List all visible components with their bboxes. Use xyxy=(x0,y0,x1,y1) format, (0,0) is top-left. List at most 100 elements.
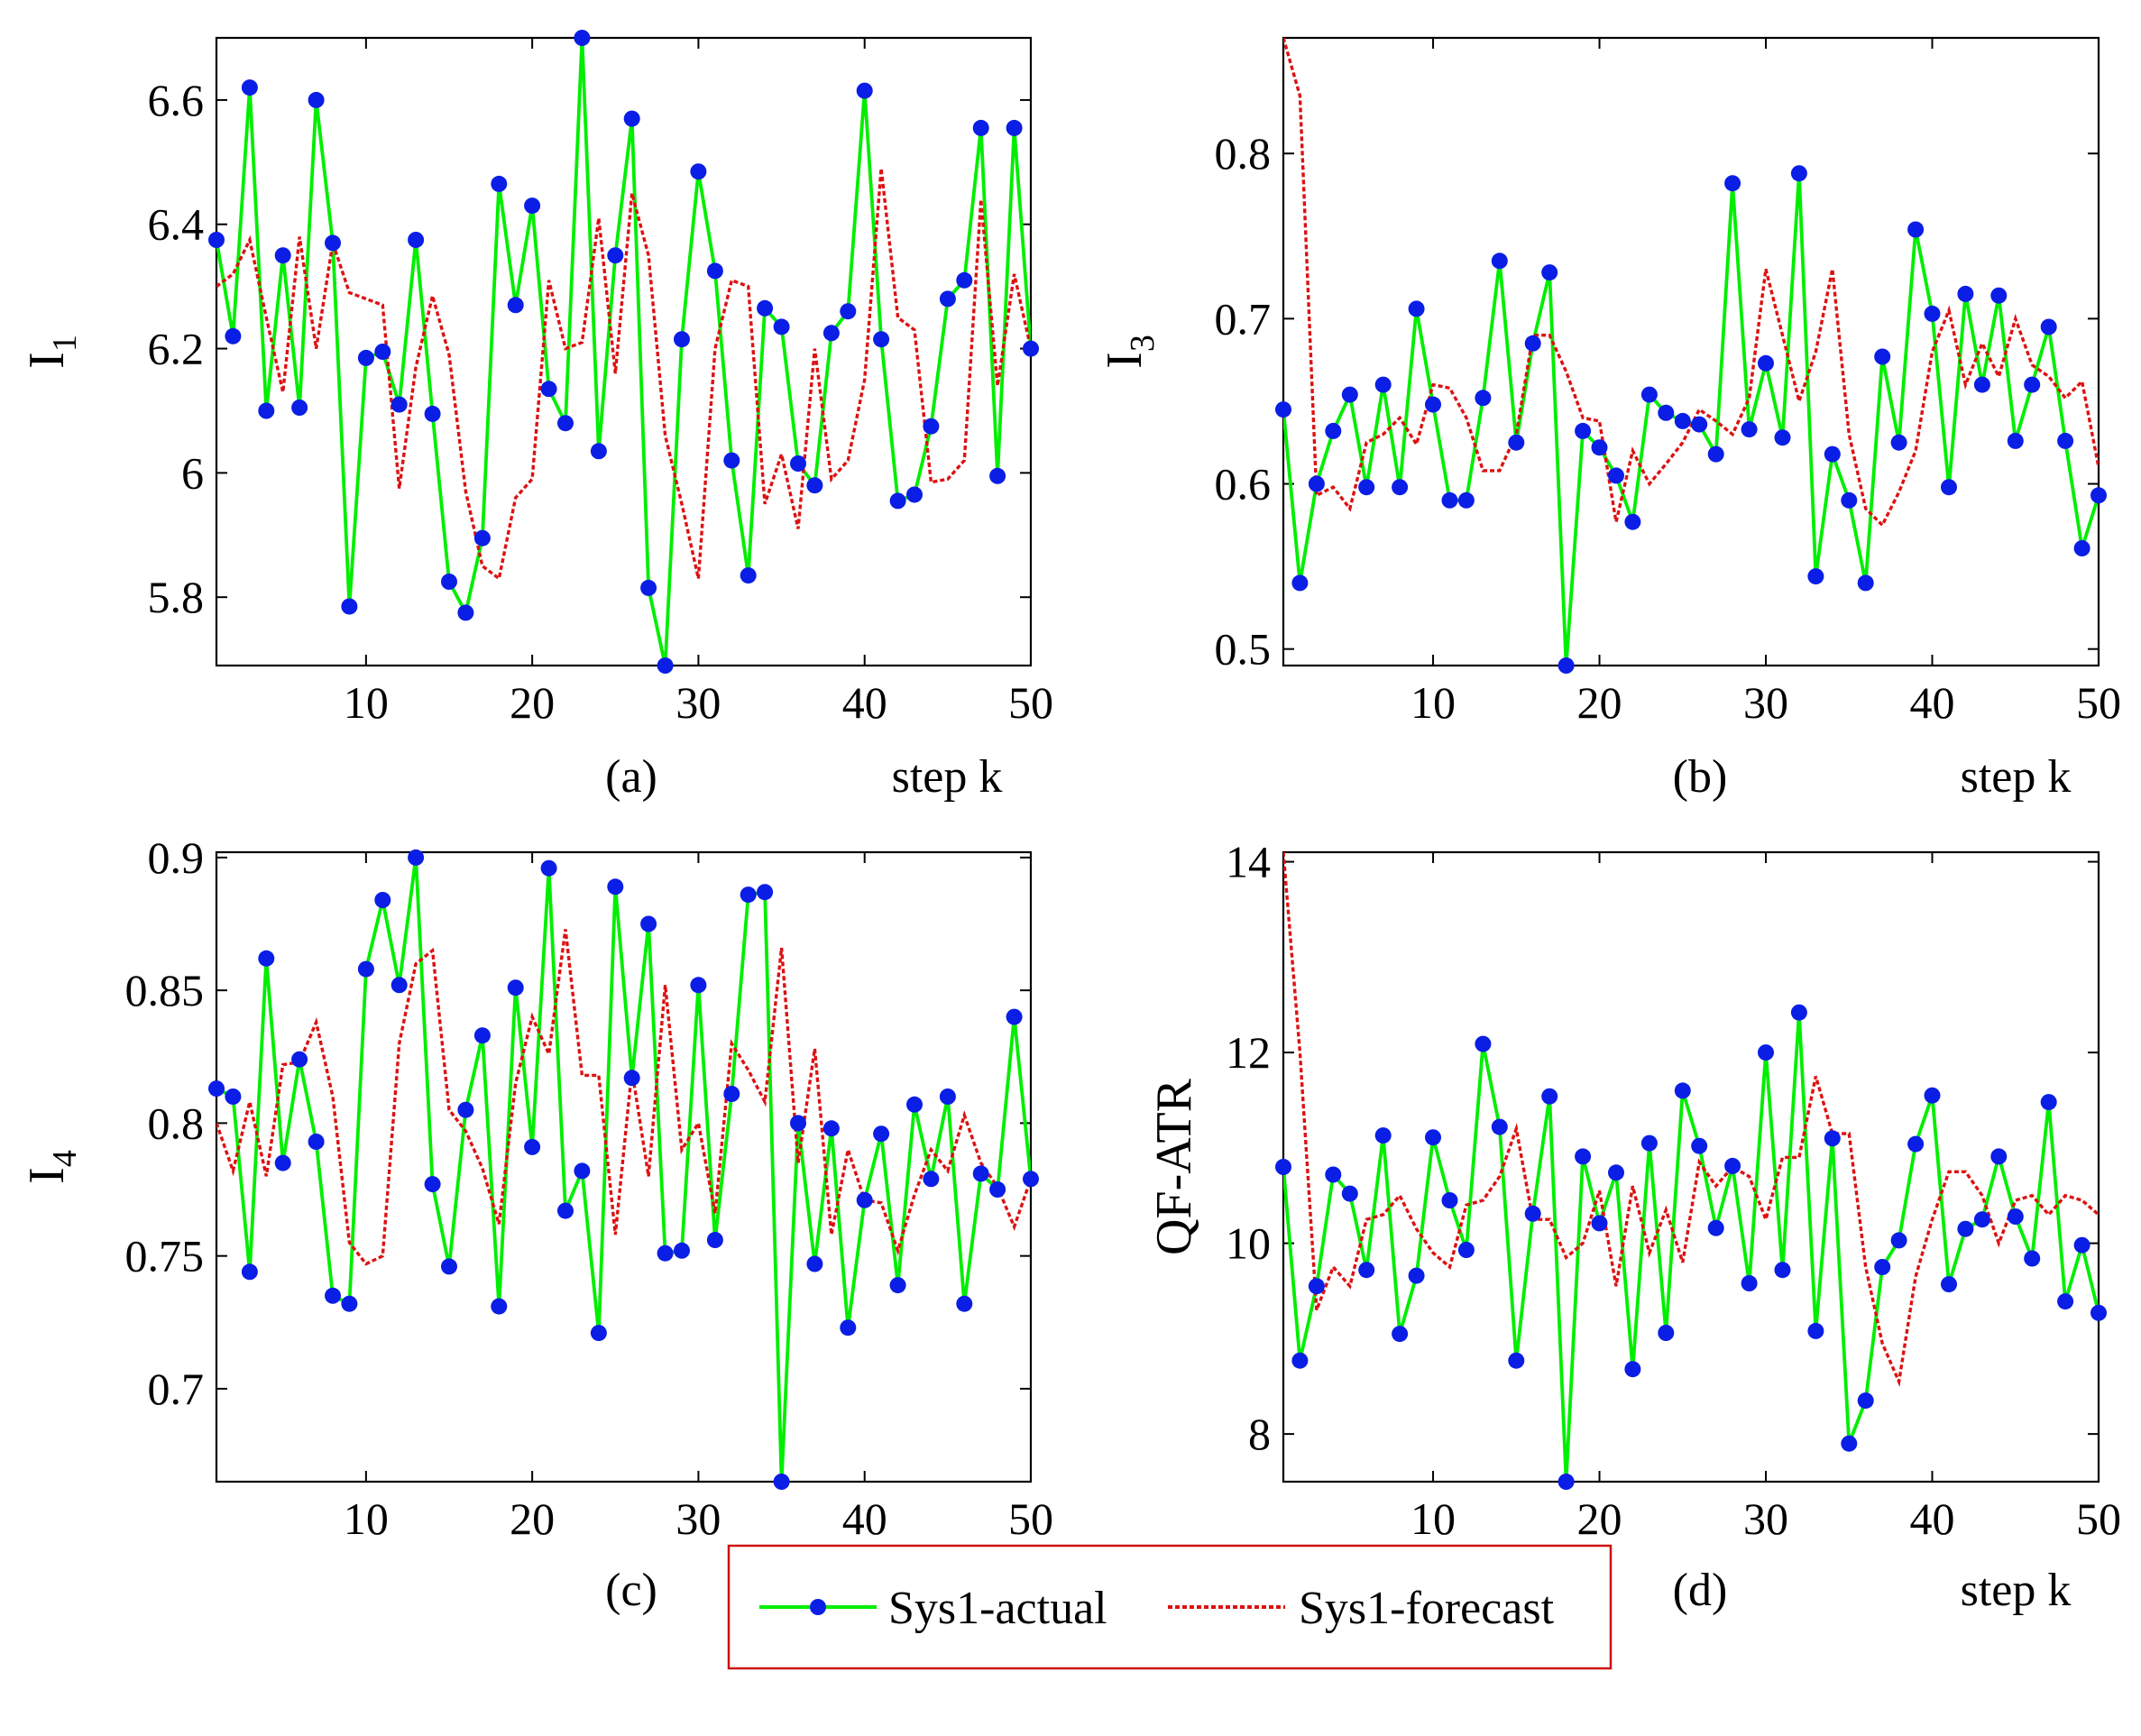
panel-d-actual-point xyxy=(1358,1262,1375,1279)
panel-c-plot-frame xyxy=(215,850,1033,1483)
panel-c-actual-point xyxy=(956,1295,973,1312)
panel-b-actual-point xyxy=(1591,439,1608,456)
panel-d-actual-point xyxy=(2007,1208,2024,1225)
panel-b-actual-point xyxy=(1374,376,1392,393)
panel-a-actual-point xyxy=(473,529,491,547)
panel-c-actual-point xyxy=(607,878,624,896)
panel-a-actual-point xyxy=(657,657,674,674)
panel-a-series-actual-line xyxy=(216,38,1031,666)
panel-a-actual-point xyxy=(491,175,508,192)
panel-b-ylabel-main: I xyxy=(1097,352,1153,369)
panel-a-actual-point xyxy=(424,405,441,422)
panel-c-actual-point xyxy=(889,1277,906,1294)
panel-d-actual-point xyxy=(2040,1094,2057,1111)
panel-a-actual-point xyxy=(690,163,707,180)
panel-a-xtick-label: 40 xyxy=(842,677,887,728)
panel-a-actual-point xyxy=(873,331,890,348)
panel-b-xtick-label: 10 xyxy=(1410,677,1456,728)
panel-b-xtick-label: 40 xyxy=(1910,677,1955,728)
panel-d-actual-point xyxy=(1475,1035,1492,1052)
panel-c-actual-point xyxy=(325,1287,341,1304)
panel-a-actual-point xyxy=(574,30,591,46)
panel-a-actual-point xyxy=(308,91,325,108)
panel-a-actual-point xyxy=(241,79,258,96)
panel-a-ylabel-sub: 1 xyxy=(46,335,84,352)
panel-b-ytick-label: 0.7 xyxy=(1215,293,1272,344)
legend: Sys1-actual Sys1-forecast xyxy=(727,1544,1613,1670)
panel-c-actual-point xyxy=(374,892,391,908)
panel-a-actual-point xyxy=(674,331,690,348)
panel-a-actual-point xyxy=(623,110,640,127)
panel-a-actual-point xyxy=(856,82,873,99)
panel-c-actual-point xyxy=(491,1298,508,1315)
panel-b-actual-point xyxy=(1425,396,1441,413)
panel-a-actual-point xyxy=(507,297,524,314)
panel-b-actual-point xyxy=(1691,416,1708,433)
panel-b-actual-point xyxy=(1957,285,1974,302)
panel-b-actual-point xyxy=(1308,475,1325,492)
panel-b-actual-point xyxy=(1558,657,1575,674)
panel-a-actual-point xyxy=(822,325,840,342)
panel-d-actual-point xyxy=(1790,1004,1807,1021)
panel-d-ytick-label: 10 xyxy=(1226,1218,1271,1269)
panel-c-actual-point xyxy=(574,1162,591,1180)
panels: 10 20 30 40 505.866.26.46.6I1(a) step k10 20 30… xyxy=(19,30,2121,1616)
panel-d-actual-point xyxy=(1408,1267,1425,1284)
panel-c-actual-point xyxy=(657,1245,674,1262)
panel-b-actual-point xyxy=(1408,300,1425,317)
panel-a-actual-point xyxy=(972,119,989,136)
panel-a-actual-point xyxy=(790,455,806,472)
panel-c-xtick-label: 30 xyxy=(675,1493,721,1544)
panel-b-actual-point xyxy=(1807,568,1824,585)
panel-d-actual-point xyxy=(1374,1127,1392,1144)
panel-d-actual-point xyxy=(1724,1157,1741,1174)
panel-a-actual-point xyxy=(757,299,774,317)
panel-d-actual-point xyxy=(1392,1326,1409,1343)
panel-b-actual-point xyxy=(1575,422,1592,439)
panel-d-actual-point xyxy=(1457,1242,1475,1258)
panel-c-actual-point xyxy=(773,1474,790,1490)
panel-a-actual-point xyxy=(806,477,823,494)
panel-c-actual-point xyxy=(391,977,408,994)
panel-c-actual-point xyxy=(972,1165,989,1182)
panel-d-actual-point xyxy=(1907,1135,1925,1153)
panel-d-actual-point xyxy=(1341,1185,1358,1202)
panel-d-actual-point xyxy=(1291,1352,1309,1369)
panel-a-actual-point xyxy=(590,443,607,460)
panel-c-actual-point xyxy=(706,1232,723,1248)
panel-d-actual-point xyxy=(1890,1232,1907,1249)
panel-b-actual-point xyxy=(1724,175,1741,192)
panel-c-actual-point xyxy=(1023,1171,1039,1188)
panel-a-actual-point xyxy=(773,318,790,335)
panel-b-actual-point xyxy=(1758,354,1774,372)
panel-b-actual-point xyxy=(1907,221,1925,238)
legend-forecast-label: Sys1-forecast xyxy=(1299,1583,1555,1634)
panel-a-actual-point xyxy=(557,415,574,432)
panel-c-actual-point xyxy=(507,979,524,997)
legend-actual-marker xyxy=(810,1599,826,1615)
panel-d-actual-point xyxy=(1325,1166,1342,1183)
panel-c-actual-point xyxy=(274,1154,291,1171)
panel-a-actual-point xyxy=(225,327,242,344)
panel-d-actual-point xyxy=(1308,1278,1325,1295)
panel-c-actual-point xyxy=(225,1088,242,1105)
panel-b-actual-point xyxy=(1508,434,1525,451)
panel-c-actual-point xyxy=(308,1134,325,1150)
panel-c-actual-point xyxy=(590,1325,607,1342)
panel-d-actual-point xyxy=(1524,1205,1541,1222)
panel-b-plot-frame xyxy=(1282,36,2100,667)
panel-d-actual-point xyxy=(1941,1276,1957,1293)
panel-c-ytick-label: 0.7 xyxy=(148,1364,205,1414)
panel-b-actual-point xyxy=(1890,434,1907,451)
panel-a-xtick-label: 10 xyxy=(344,677,389,728)
panel-d-actual-point xyxy=(1640,1134,1658,1152)
panel-d-actual-point xyxy=(1558,1474,1575,1490)
legend-actual-label: Sys1-actual xyxy=(888,1583,1107,1634)
panel-b-actual-point xyxy=(1341,386,1358,403)
panel-d-actual-point xyxy=(1575,1148,1592,1165)
panel-d-ytick-label: 12 xyxy=(1226,1027,1271,1078)
panel-d-xtick-label: 30 xyxy=(1743,1493,1788,1544)
panel-b-actual-point xyxy=(1857,574,1874,592)
panel-d-series-forecast-line xyxy=(1283,852,2099,1388)
